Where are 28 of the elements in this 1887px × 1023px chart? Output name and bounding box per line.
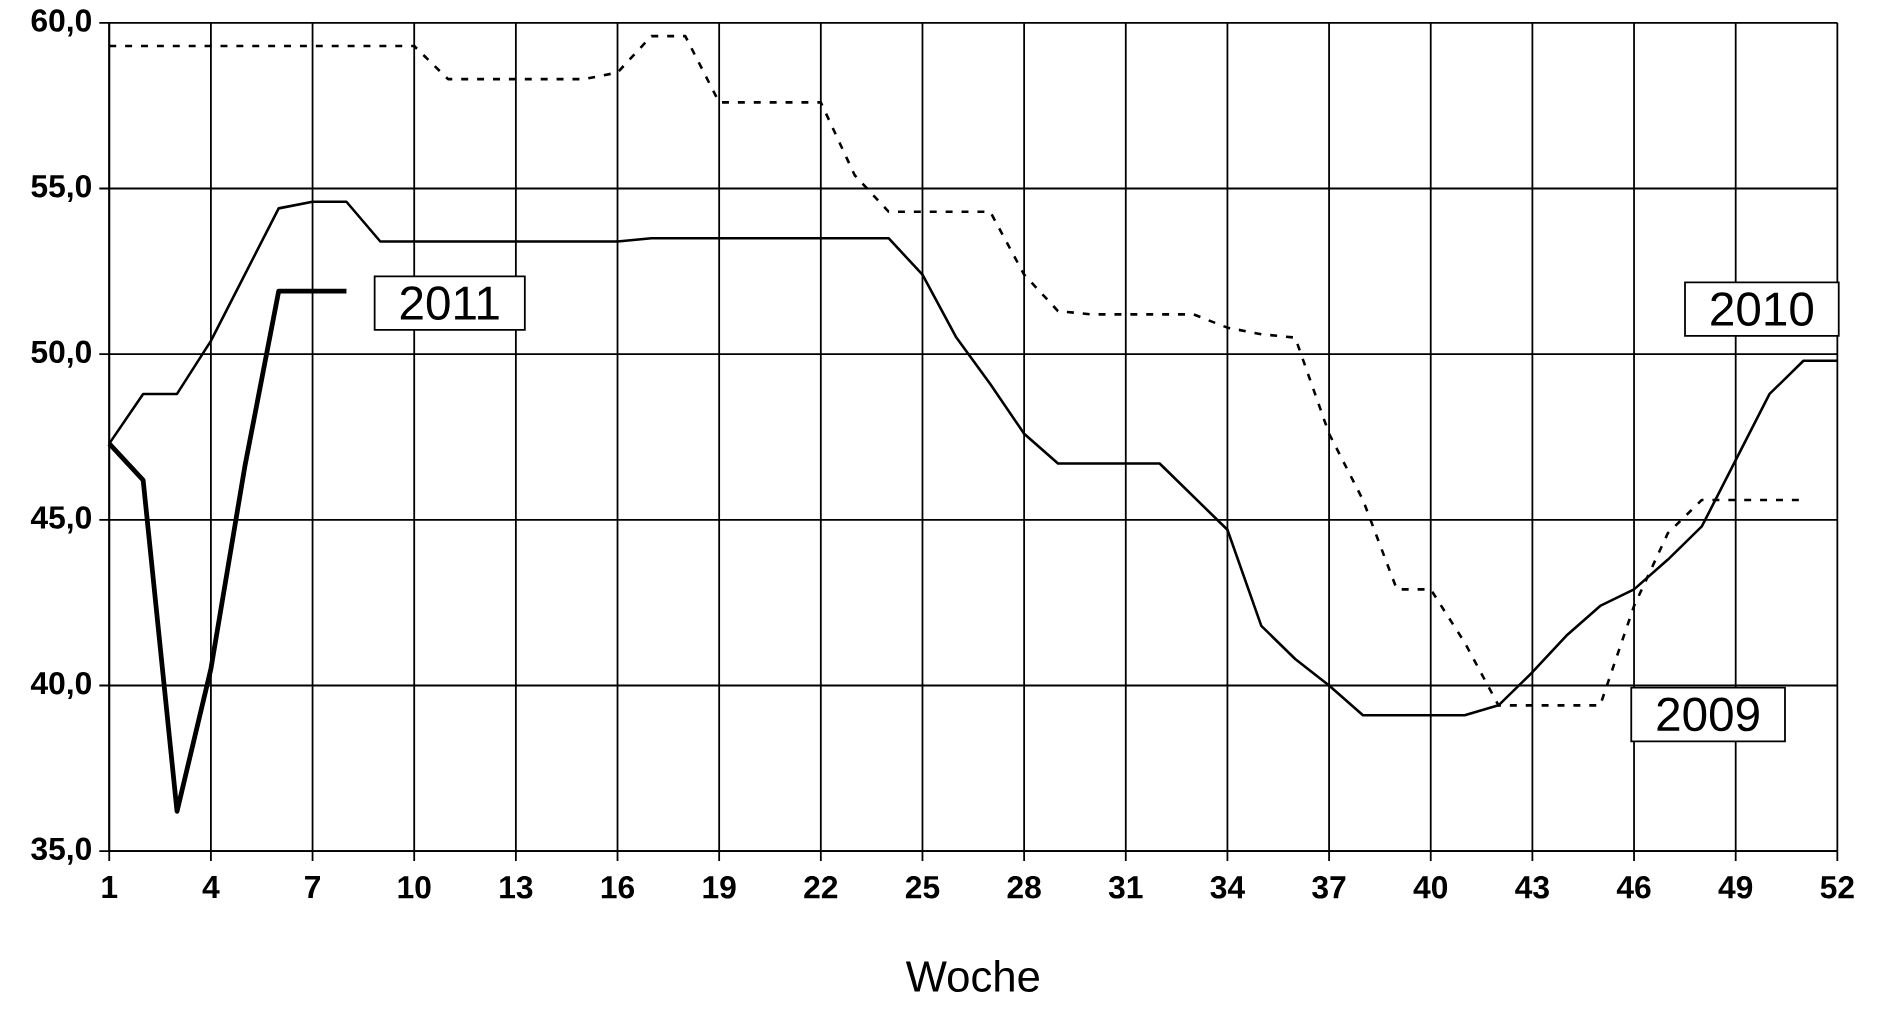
x-tick-label: 28 [1007,876,1041,899]
y-tick-label: 60,0 [31,9,91,37]
x-tick-label: 22 [804,876,838,899]
series-label: 2009 [1657,697,1759,732]
x-tick-label: 31 [1108,876,1143,899]
x-tick-label: 40 [1413,876,1448,899]
x-tick-label: 52 [1820,876,1854,899]
x-tick-label: 19 [703,876,736,899]
x-tick-label: 10 [398,876,431,899]
x-tick-label: 34 [1210,876,1245,899]
x-tick-label: 25 [905,876,940,899]
y-tick-label: 35,0 [31,837,91,865]
x-tick-label: 4 [202,876,220,898]
series-label: 2011 [400,286,499,321]
x-tick-label: 37 [1312,876,1346,899]
x-tick-label: 49 [1718,876,1753,899]
y-tick-label: 45,0 [30,506,91,534]
x-axis-title: Woche [905,959,1039,993]
x-tick-label: 46 [1616,876,1651,899]
x-tick-label: 1 [102,876,118,898]
x-tick-label: 13 [500,876,533,899]
x-tick-label: 43 [1515,876,1549,899]
y-tick-label: 50,0 [31,340,91,368]
x-tick-label: 16 [601,876,635,899]
y-tick-label: 55,0 [31,174,91,203]
series-label: 2010 [1711,292,1813,327]
x-tick-label: 7 [305,876,320,898]
y-tick-label: 40,0 [30,671,91,700]
